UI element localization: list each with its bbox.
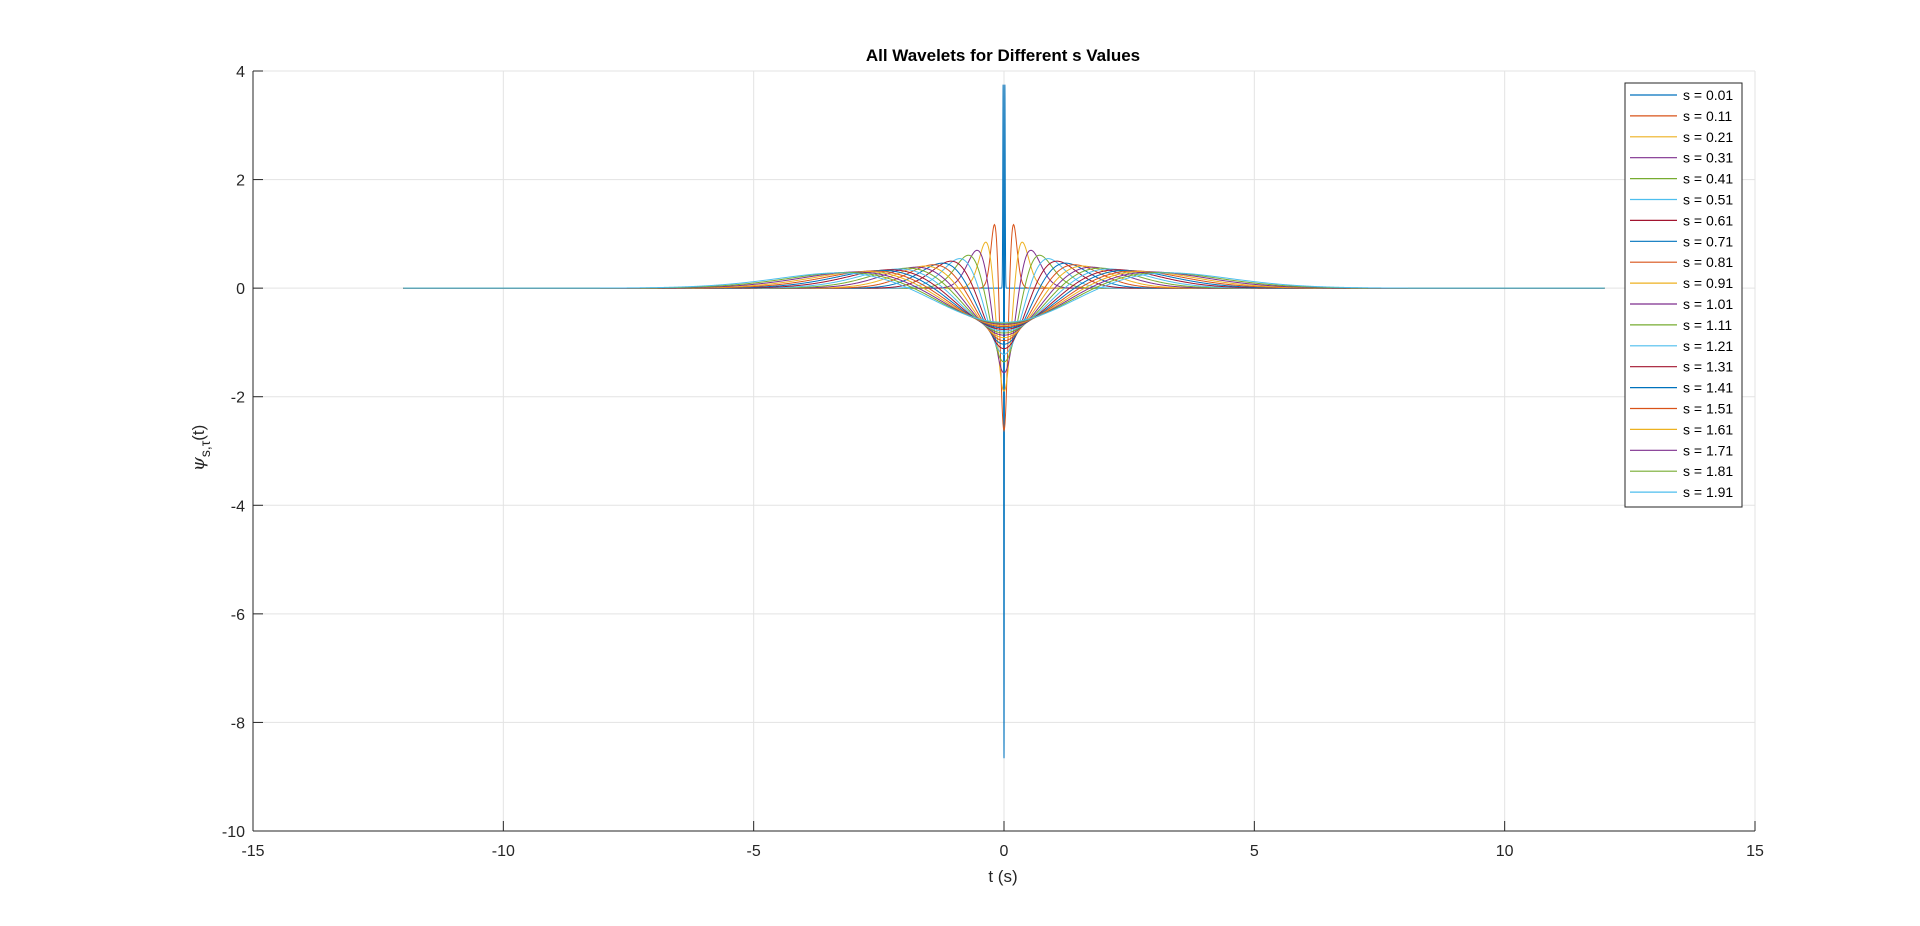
legend-box (1624, 82, 1743, 508)
x-tick-label: 10 (1496, 843, 1514, 860)
y-tick-label: -8 (231, 715, 245, 732)
legend: s = 0.01 s = 0.11 s = 0.21 s = 0.31 s = 0.41… (1624, 82, 1743, 508)
y-tick-label: 2 (236, 173, 245, 190)
legend-label: s = 0.71 (1683, 233, 1733, 249)
y-axis-title-suffix: (t) (189, 425, 208, 441)
legend-label: s = 0.61 (1683, 212, 1733, 228)
x-tick-label: 15 (1746, 843, 1764, 860)
legend-label: s = 1.81 (1683, 463, 1733, 479)
legend-label: s = 1.61 (1683, 421, 1733, 437)
y-tick-label: -10 (222, 824, 245, 841)
x-tick-label: -15 (241, 843, 264, 860)
legend-label: s = 0.41 (1683, 171, 1733, 187)
series-lines (403, 84, 1605, 759)
legend-label: s = 1.41 (1683, 380, 1733, 396)
legend-label: s = 1.51 (1683, 401, 1733, 417)
legend-label: s = 0.51 (1683, 192, 1733, 208)
legend-label: s = 0.01 (1683, 87, 1733, 103)
legend-label: s = 1.21 (1683, 338, 1733, 354)
legend-label: s = 1.71 (1683, 442, 1733, 458)
x-tick-label: -10 (492, 843, 515, 860)
x-axis-title: t (s) (988, 867, 1017, 886)
y-axis-title-subscript: s,τ (197, 440, 213, 457)
x-tick-label: 5 (1250, 843, 1259, 860)
legend-label: s = 1.11 (1683, 317, 1732, 333)
legend-label: s = 0.91 (1683, 275, 1733, 291)
x-tick-label: -5 (747, 843, 761, 860)
y-axis-title-symbol: ψ (188, 456, 209, 471)
y-tick-label: -2 (231, 390, 245, 407)
y-tick-label: 4 (236, 64, 245, 81)
x-tick-label: 0 (1000, 843, 1009, 860)
legend-label: s = 0.11 (1683, 108, 1732, 124)
chart-title: All Wavelets for Different s Values (866, 46, 1140, 65)
legend-label: s = 1.01 (1683, 296, 1733, 312)
legend-label: s = 0.21 (1683, 129, 1733, 145)
legend-label: s = 1.31 (1683, 359, 1733, 375)
y-axis-title: ψs,τ(t) (188, 425, 213, 472)
legend-label: s = 1.91 (1683, 484, 1733, 500)
y-tick-label: -6 (231, 607, 245, 624)
series-line-191 (403, 272, 1605, 323)
tick-labels: -15 -10 -5 0 5 10 15 -10 -8 -6 -4 -2 0 2 4 (222, 64, 1764, 860)
svg-text:ψs,τ(t): ψs,τ(t) (188, 425, 213, 472)
y-tick-label: -4 (231, 498, 245, 515)
legend-label: s = 0.31 (1683, 150, 1733, 166)
axes (252, 70, 1756, 832)
y-tick-label: 0 (236, 281, 245, 298)
legend-label: s = 0.81 (1683, 254, 1733, 270)
